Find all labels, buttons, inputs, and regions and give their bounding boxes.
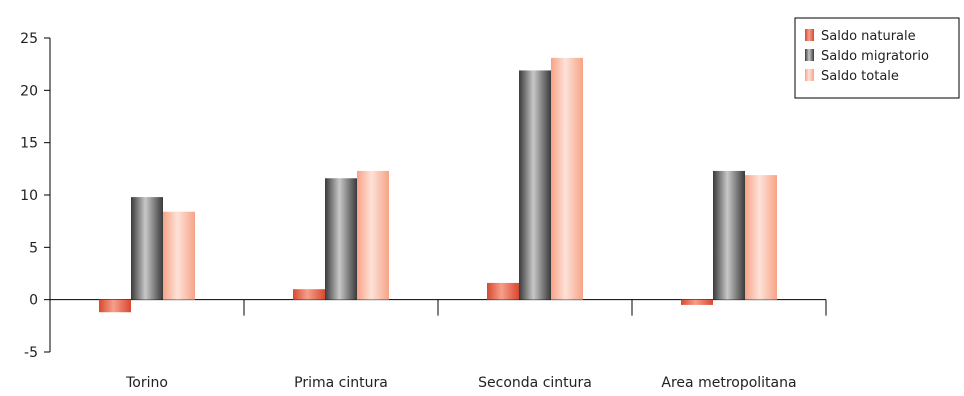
y-tick-label: 5 — [29, 240, 38, 256]
x-tick-label: Seconda cintura — [478, 375, 592, 391]
legend: Saldo naturale Saldo migratorio Saldo tota… — [794, 17, 960, 99]
legend-label: Saldo naturale — [821, 29, 916, 44]
x-tick-label: Torino — [125, 375, 168, 391]
bar-saldo-migratorio — [325, 178, 357, 300]
legend-box — [794, 17, 960, 99]
bar-saldo-naturale — [487, 282, 519, 300]
bar-saldo-naturale — [293, 289, 325, 300]
y-tick-label: 0 — [29, 293, 38, 309]
axes: -5 0 5 10 15 20 25 Torino Prima cintura Seconda c… — [20, 31, 827, 391]
bar-saldo-naturale — [681, 299, 713, 305]
bar-saldo-totale — [551, 57, 583, 300]
y-tick-label: 10 — [20, 188, 38, 204]
legend-label: Saldo migratorio — [821, 49, 929, 64]
legend-swatch — [805, 69, 814, 81]
y-tick-label: -5 — [24, 345, 38, 361]
bar-saldo-migratorio — [131, 197, 163, 300]
legend-swatch — [805, 49, 814, 61]
x-tick-label: Area metropolitana — [661, 375, 796, 391]
bar-saldo-totale — [163, 211, 195, 300]
legend-label: Saldo totale — [821, 69, 899, 84]
bar-saldo-totale — [357, 170, 389, 300]
y-tick-label: 25 — [20, 31, 38, 47]
y-tick-label: 20 — [20, 83, 38, 99]
legend-swatch — [805, 29, 814, 41]
bar-saldo-migratorio — [519, 70, 551, 300]
x-tick-label: Prima cintura — [294, 375, 388, 391]
y-tick-label: 15 — [20, 136, 38, 152]
bar-saldo-migratorio — [713, 170, 745, 300]
bar-saldo-naturale — [99, 299, 131, 313]
bar-saldo-totale — [745, 175, 777, 300]
bars — [99, 57, 777, 313]
